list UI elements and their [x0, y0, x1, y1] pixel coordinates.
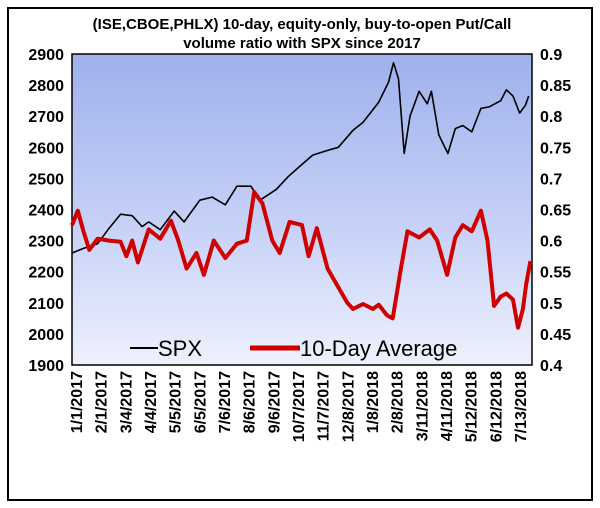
x-axis-tick-label: 5/5/2017 [168, 371, 185, 433]
x-axis-tick-label: 11/7/2017 [316, 371, 333, 441]
left-axis-tick-label: 2600 [28, 140, 64, 157]
right-axis-tick-label: 0.6 [540, 234, 562, 251]
left-axis-tick-label: 2700 [28, 109, 64, 126]
right-axis-tick-label: 0.85 [540, 78, 571, 95]
x-axis-tick-label: 1/8/2018 [365, 371, 382, 433]
x-axis-ticks: 1/1/2017 2/1/2017 3/4/2017 4/4/2017 5/5/2017… [69, 371, 530, 442]
legend-label-ten-day-average: 10-Day Average [300, 336, 457, 361]
right-axis-tick-label: 0.45 [540, 327, 571, 344]
left-axis-ticks: 1900 2000 2100 2200 2300 2400 2500 2600 2700 2800… [28, 47, 64, 375]
right-axis-tick-label: 0.8 [540, 109, 562, 126]
x-axis-tick-label: 5/12/2018 [464, 371, 481, 442]
right-axis-ticks: 0.4 0.45 0.5 0.55 0.6 0.65 0.7 0.75 0.8 0.85 0.9 [540, 47, 571, 375]
right-axis-tick-label: 0.55 [540, 265, 571, 282]
x-axis-tick-label: 6/12/2018 [488, 371, 505, 442]
right-axis-tick-label: 0.65 [540, 203, 571, 220]
spx-series-line [71, 61, 530, 254]
right-axis-tick-label: 0.4 [540, 358, 562, 375]
right-axis-tick-label: 0.75 [540, 140, 571, 157]
right-axis-tick-label: 0.7 [540, 171, 562, 188]
chart-title-line-2: volume ratio with SPX since 2017 [183, 35, 421, 52]
left-axis-tick-label: 2000 [28, 327, 64, 344]
legend: SPX 10-Day Average [130, 336, 457, 361]
x-axis-tick-label: 2/1/2017 [94, 371, 111, 433]
x-axis-tick-label: 2/8/2018 [390, 371, 407, 433]
right-axis-tick-label: 0.9 [540, 47, 562, 64]
x-axis-tick-label: 8/6/2017 [242, 371, 259, 433]
right-axis-tick-label: 0.5 [540, 296, 562, 313]
x-axis-tick-label: 6/5/2017 [192, 371, 209, 433]
x-axis-tick-label: 4/4/2017 [143, 371, 160, 433]
x-axis-tick-label: 7/6/2017 [217, 371, 234, 433]
x-axis-tick-label: 7/13/2018 [513, 371, 530, 442]
left-axis-tick-label: 2800 [28, 78, 64, 95]
left-axis-tick-label: 2900 [28, 47, 64, 64]
plot-area [71, 53, 533, 366]
x-axis-tick-label: 12/8/2017 [340, 371, 357, 442]
x-axis-tick-label: 4/11/2018 [439, 371, 456, 441]
x-axis-tick-label: 10/7/2017 [291, 371, 308, 442]
left-axis-tick-label: 2400 [28, 203, 64, 220]
x-axis-tick-label: 3/11/2018 [414, 371, 431, 441]
ten-day-average-series-line [70, 190, 533, 330]
x-axis-tick-label: 1/1/2017 [69, 371, 86, 433]
left-axis-tick-label: 2300 [28, 234, 64, 251]
x-axis-tick-label: 3/4/2017 [118, 371, 135, 433]
left-axis-tick-label: 1900 [28, 358, 64, 375]
legend-label-spx: SPX [158, 336, 202, 361]
left-axis-tick-label: 2100 [28, 296, 64, 313]
x-axis-tick-label: 9/6/2017 [266, 371, 283, 433]
left-axis-tick-label: 2200 [28, 265, 64, 282]
left-axis-tick-label: 2500 [28, 171, 64, 188]
chart-title-line-1: (ISE,CBOE,PHLX) 10-day, equity-only, buy… [93, 16, 512, 33]
